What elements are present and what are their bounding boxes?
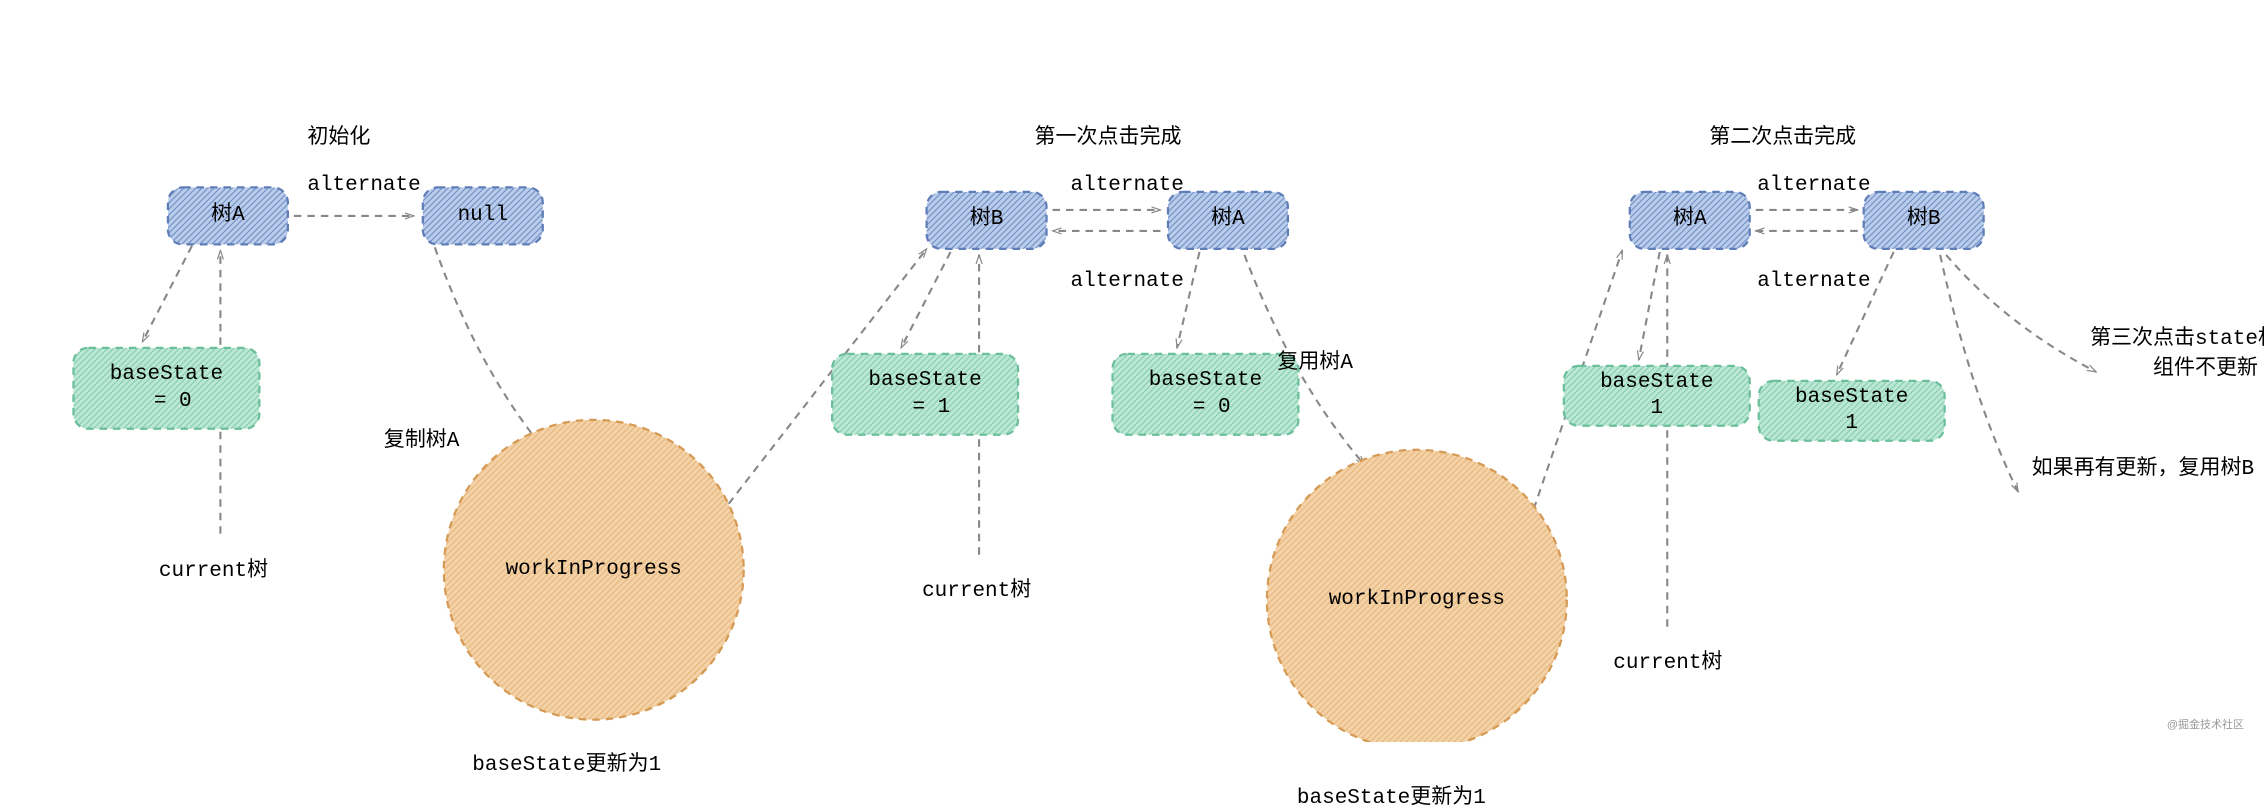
p3-treeB — [1864, 192, 1984, 249]
p3-treeA — [1630, 192, 1750, 249]
p3-lbl-alternateTop: alternate — [1757, 174, 1870, 197]
p2-treeA — [1168, 192, 1288, 249]
p1-lbl-alternate: alternate — [307, 174, 420, 197]
edge-p2-b-state — [901, 252, 950, 348]
p2-lbl-currentTree: current树 — [922, 573, 1031, 603]
p2-lbl-alternateTop: alternate — [1071, 174, 1184, 197]
p3-baseStateA-label: baseState 1 — [1556, 370, 1757, 422]
p2-lbl-alternateBottom: alternate — [1071, 270, 1184, 293]
p1-baseState0-label: baseState = 0 — [66, 362, 267, 414]
p1-treeA — [168, 187, 288, 244]
p1-treeA-label: 树A — [160, 203, 295, 229]
edge-p2-a-state — [1177, 252, 1199, 348]
p3-baseStateA — [1564, 366, 1750, 426]
edge-p3-p2wip-a — [1529, 250, 1622, 521]
edge-p1-treeA-state — [142, 246, 191, 342]
edge-p3-b-out2 — [1940, 255, 2018, 492]
p3-lbl-reuseTreeB: 如果再有更新，复用树B — [2032, 451, 2254, 481]
p3-lbl-currentTree: current树 — [1613, 645, 1722, 675]
p1-nullNode — [423, 187, 543, 244]
watermark: @掘金技术社区 — [2167, 716, 2244, 732]
p1-lbl-copyTreeA: 复制树A — [384, 423, 460, 453]
edge-p3-b-state — [1837, 252, 1894, 375]
p2-wip — [1267, 450, 1567, 742]
p1-lbl-baseStateUpdate: baseState更新为1 — [472, 747, 661, 777]
p2-baseState0-label: baseState = 0 — [1105, 368, 1306, 420]
p2-lbl-reuseTreeA: 复用树A — [1277, 345, 1353, 375]
p3-baseStateB-label: baseState 1 — [1751, 385, 1952, 437]
p2-treeB — [927, 192, 1047, 249]
edge-p3-b-out1 — [1946, 255, 2096, 372]
p2-wip-label: workInProgress — [1267, 587, 1567, 613]
diagram-canvas — [0, 0, 2264, 742]
p3-lbl-alternateBottom: alternate — [1757, 270, 1870, 293]
p2-treeA-label: 树A — [1160, 207, 1295, 233]
p1-nullNode-label: null — [415, 203, 550, 229]
p2-lbl-baseStateUpdate: baseState更新为1 — [1297, 780, 1486, 810]
p1-lbl-currentTree: current树 — [159, 553, 268, 583]
p3-lbl-thirdClick: 第三次点击state相等 组件不更新 — [2090, 321, 2264, 381]
p2-baseState1 — [832, 354, 1018, 435]
p2-lbl-title: 第一次点击完成 — [1035, 120, 1182, 150]
p1-lbl-title: 初始化 — [307, 120, 370, 150]
p1-baseState0 — [73, 348, 259, 429]
edge-p1-null-wip — [435, 247, 540, 443]
p3-baseStateB — [1759, 381, 1945, 441]
p2-baseState1-label: baseState = 1 — [825, 368, 1026, 420]
edge-p2-p1wip-b — [729, 249, 927, 504]
p1-wip-label: workInProgress — [444, 557, 744, 583]
p2-baseState0 — [1113, 354, 1299, 435]
edge-p3-a-state — [1639, 252, 1660, 360]
edge-p2-a-wip — [1244, 255, 1364, 465]
p3-lbl-title: 第二次点击完成 — [1709, 120, 1856, 150]
p3-treeB-label: 树B — [1856, 207, 1991, 233]
p2-treeB-label: 树B — [919, 207, 1054, 233]
p3-treeA-label: 树A — [1622, 207, 1757, 233]
p1-wip — [444, 420, 744, 720]
